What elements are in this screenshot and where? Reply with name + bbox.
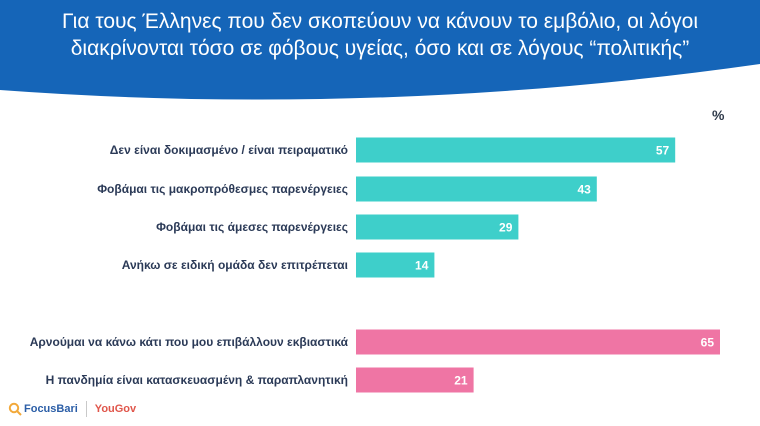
title-line-2: διακρίνονται τόσο σε φόβους υγείας, όσο …	[70, 37, 690, 60]
category-label-4: Ανήκω σε ειδική ομάδα δεν επιτρέπεται	[121, 257, 348, 272]
bar-value-label-3: 29	[499, 221, 513, 235]
category-label-6: Η πανδημία είναι κατασκευασμένη & παραπλ…	[45, 372, 348, 387]
title-line-1: Για τους Έλληνες που δεν σκοπεύουν να κά…	[62, 10, 698, 33]
bar-5	[356, 329, 720, 355]
header-background	[0, 0, 760, 100]
bar-6	[356, 367, 474, 393]
brand-yougov: YouGov	[94, 403, 137, 415]
bar-2	[356, 176, 597, 202]
bar-value-label-6: 21	[454, 374, 468, 388]
category-label-3: Φοβάμαι τις άμεσες παρενέργειες	[156, 219, 348, 234]
footer-logos: FocusBari YouGov	[8, 399, 136, 419]
chart-title: Για τους Έλληνες που δεν σκοπεύουν να κά…	[20, 8, 740, 62]
bar-4	[356, 252, 435, 278]
category-label-5: Αρνούμαι να κάνω κάτι που μου επιβάλλουν…	[29, 334, 348, 349]
bar-value-label-4: 14	[415, 259, 429, 273]
header-banner: Για τους Έλληνες που δεν σκοπεύουν να κά…	[0, 0, 760, 100]
unit-label: %	[712, 107, 725, 123]
bar-value-label-2: 43	[577, 183, 591, 197]
brand-focusbari: FocusBari	[24, 403, 78, 415]
category-label-1: Δεν είναι δοκιμασμένο / είναι πειραματικ…	[109, 142, 348, 157]
bar-value-label-1: 57	[656, 144, 670, 158]
focusbari-logo: FocusBari	[8, 402, 78, 416]
category-label-2: Φοβάμαι τις μακροπρόθεσμες παρενέργειες	[97, 181, 348, 196]
bar-value-label-5: 65	[701, 336, 715, 350]
bar-3	[356, 214, 519, 240]
bar-1	[356, 137, 676, 163]
logo-divider	[85, 401, 87, 417]
magnifier-icon	[8, 402, 22, 416]
